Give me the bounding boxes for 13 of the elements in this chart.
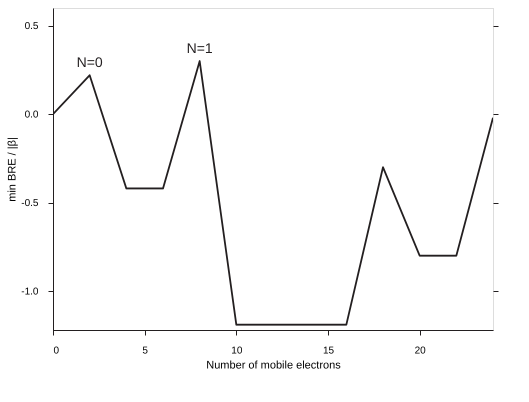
y-tick-label: 0.0 [24,110,39,121]
annotation: N=1 [186,40,213,56]
x-tick-label: 20 [414,346,426,356]
x-tick-label: 15 [322,346,334,356]
annotation: N=0 [76,54,103,70]
y-axis-title: min BRE / |β| [6,137,18,202]
x-tick-label: 5 [142,346,148,356]
x-axis-title: Number of mobile electrons [206,360,342,372]
x-tick-label: 10 [231,346,243,356]
x-tick-label: 0 [54,346,60,356]
y-tick-label: -0.5 [21,198,39,210]
y-tick-label: 0.5 [24,21,39,32]
y-tick-label: -1.0 [21,286,39,298]
